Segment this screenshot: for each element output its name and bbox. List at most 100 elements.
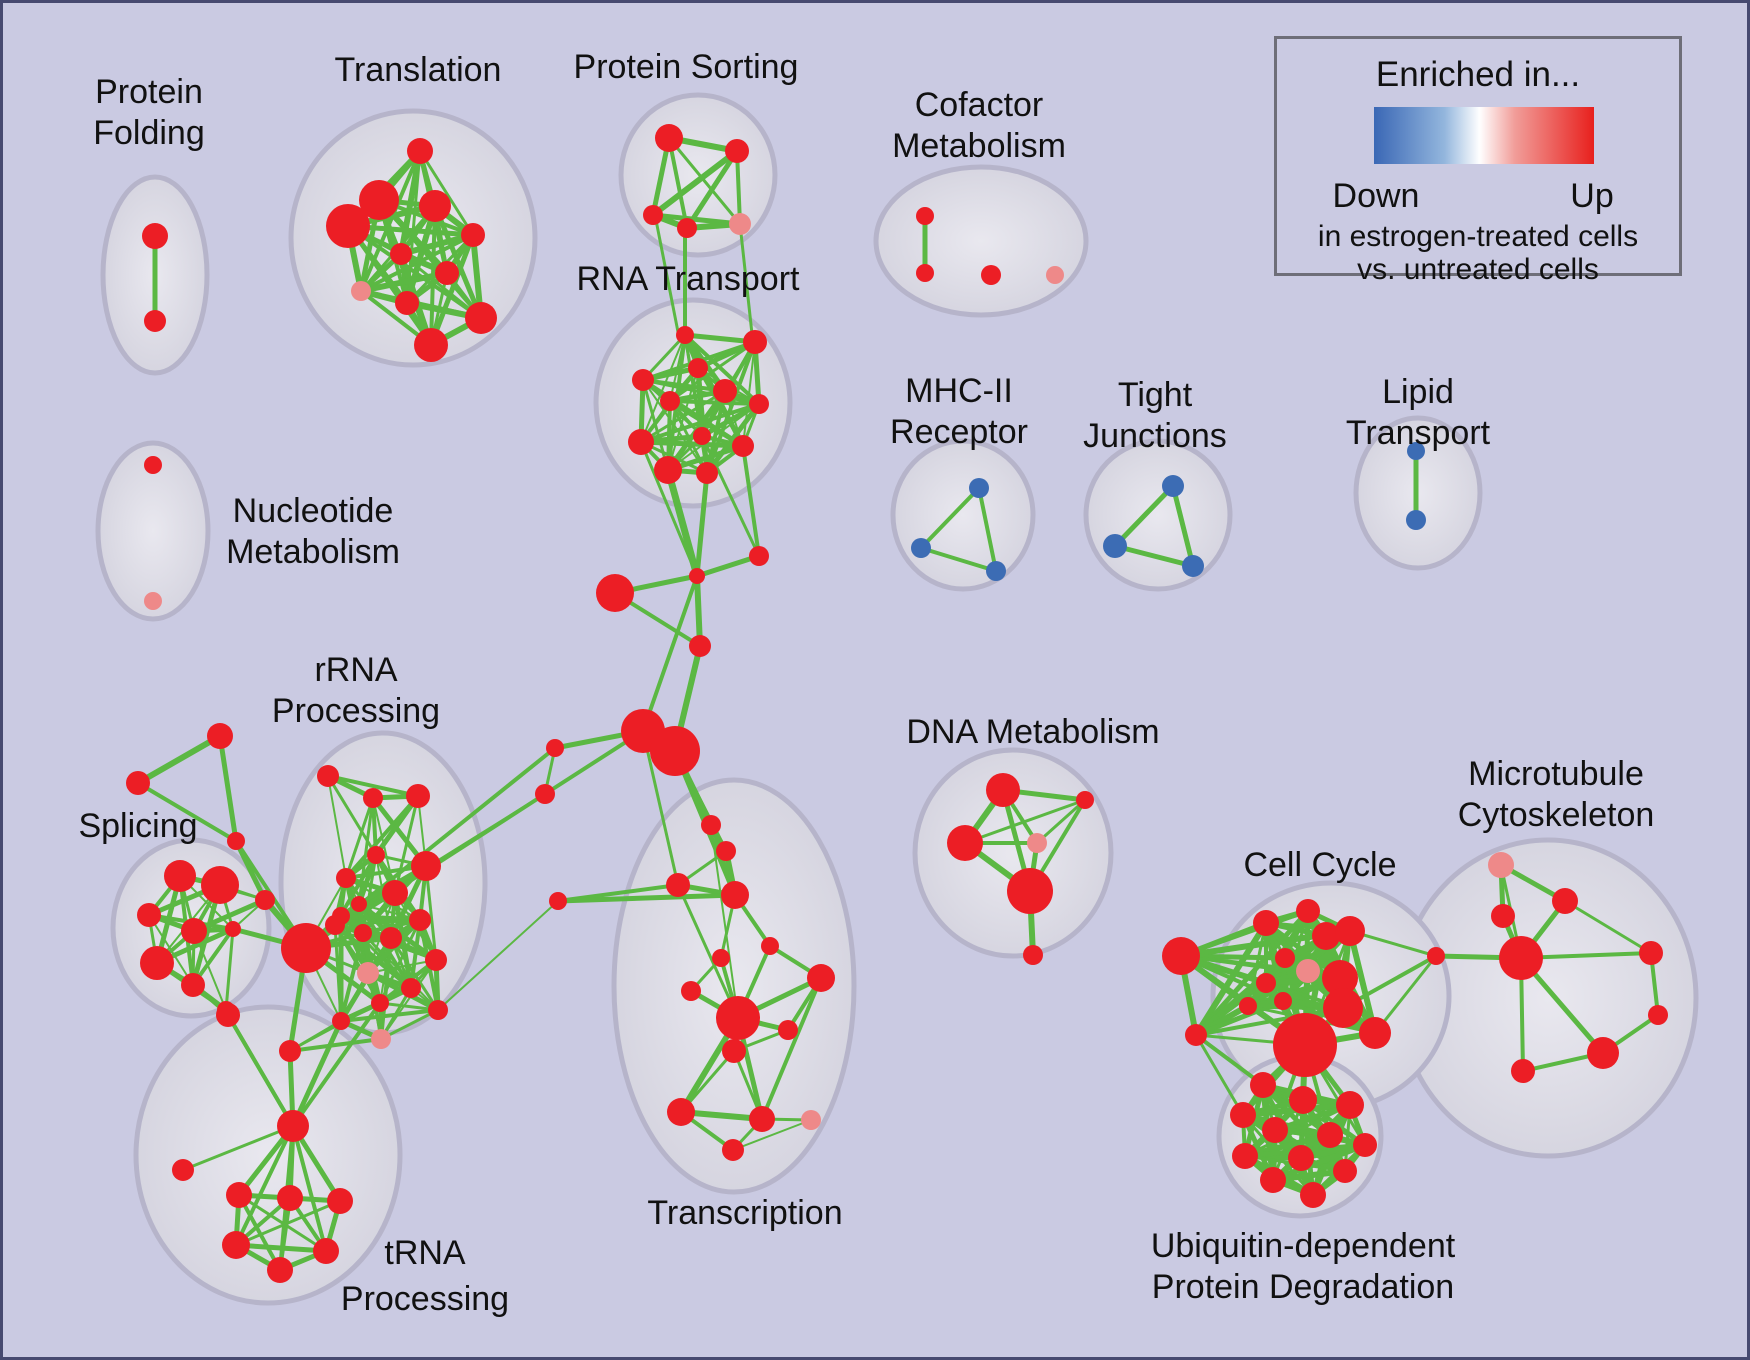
- connectors-node: [227, 832, 245, 850]
- translation-node: [326, 204, 370, 248]
- edge: [358, 270, 450, 294]
- microtubule-cytoskeleton-node: [1587, 1037, 1619, 1069]
- dna-metabolism-ellipse: [912, 747, 1114, 959]
- mhc-ii-receptor-label: MHC-II: [905, 372, 1013, 410]
- translation-node: [419, 190, 451, 222]
- trna-processing-node: [267, 1257, 293, 1283]
- dna-metabolism-node: [1076, 791, 1094, 809]
- tight-junctions-node: [1103, 534, 1127, 558]
- edge: [1194, 1033, 1265, 1087]
- ubiquitin-degradation-node: [1333, 1159, 1357, 1183]
- rrna-processing-node: [380, 927, 402, 949]
- transcription-node: [761, 937, 779, 955]
- rrna-processing-node: [325, 915, 345, 935]
- edge: [977, 486, 998, 573]
- transcription-node: [666, 873, 690, 897]
- edge: [1035, 798, 1087, 845]
- edge: [393, 794, 420, 895]
- cell-cycle-node: [1162, 937, 1200, 975]
- edge: [217, 733, 239, 844]
- dna-metabolism-node: [986, 773, 1020, 807]
- edge: [379, 1008, 440, 1041]
- legend-title: Enriched in...: [1375, 55, 1581, 94]
- protein-sorting-node: [655, 124, 683, 152]
- mhc-ii-receptor-node: [969, 478, 989, 498]
- edge: [237, 1193, 328, 1253]
- transcription-node: [778, 1020, 798, 1040]
- edge: [667, 136, 742, 226]
- edge: [290, 1018, 344, 1129]
- rrna-processing-node: [281, 923, 331, 973]
- edge: [676, 883, 740, 1020]
- edge: [432, 203, 484, 321]
- edge: [136, 781, 238, 843]
- lipid-transport-label: Transport: [1346, 414, 1491, 452]
- transcription-node: [801, 1110, 821, 1130]
- rrna-processing-node: [351, 896, 367, 912]
- rna-transport-node: [732, 435, 754, 457]
- edge: [760, 976, 823, 1121]
- edge: [1193, 920, 1269, 1038]
- cofactor-metabolism-node: [981, 265, 1001, 285]
- edge: [699, 401, 762, 439]
- cofactor-metabolism-node: [1046, 266, 1064, 284]
- ubiquitin-degradation-node: [1230, 1102, 1256, 1128]
- trna-processing-node: [277, 1110, 309, 1142]
- rna-transport-node: [693, 427, 711, 445]
- edge: [668, 340, 757, 403]
- edge: [664, 466, 701, 580]
- edge: [237, 1193, 282, 1272]
- edge: [639, 440, 699, 578]
- edge: [963, 798, 1087, 845]
- cell-cycle-node: [1239, 997, 1257, 1015]
- rna-transport-node: [660, 391, 680, 411]
- edge: [641, 378, 670, 472]
- splicing-node: [181, 973, 205, 997]
- trna-processing-node: [222, 1231, 250, 1259]
- transcription-node: [807, 964, 835, 992]
- microtubule-cytoskeleton-node: [1491, 904, 1515, 928]
- tight-junctions-ellipse: [1083, 438, 1233, 592]
- connectors-node: [689, 635, 711, 657]
- trna-processing-label: Processing: [341, 1280, 509, 1318]
- cell-cycle-node: [1359, 1017, 1391, 1049]
- edge: [344, 796, 375, 880]
- ubiquitin-degradation-node: [1353, 1133, 1377, 1157]
- rna-transport-node: [632, 369, 654, 391]
- ubiquitin-degradation-node: [1336, 1091, 1364, 1119]
- legend-caption-line1: in estrogen-treated cells: [1317, 220, 1639, 253]
- cofactor-metabolism-label: Metabolism: [892, 127, 1066, 165]
- edge: [742, 341, 756, 447]
- microtubule-cytoskeleton-node: [1552, 888, 1578, 914]
- edge: [640, 334, 686, 443]
- transcription-node: [681, 981, 701, 1001]
- rrna-processing-label: rRNA: [314, 651, 397, 689]
- network-canvas: Protein Folding Translation Protein Sorting…: [3, 3, 1747, 1357]
- splicing-label: Splicing: [78, 807, 197, 845]
- rrna-processing-node: [363, 788, 383, 808]
- rna-transport-node: [688, 358, 708, 378]
- tight-junctions-label: Junctions: [1083, 417, 1227, 455]
- edge: [327, 775, 347, 879]
- legend-gradient-bar: [1374, 107, 1594, 164]
- protein-sorting-node: [729, 213, 751, 235]
- edge: [359, 149, 422, 293]
- trna-processing-node: [226, 1182, 252, 1208]
- cofactor-metabolism-node: [916, 207, 934, 225]
- edge: [135, 733, 223, 786]
- edge: [555, 892, 738, 904]
- cofactor-metabolism-label: Cofactor: [915, 86, 1044, 124]
- ubiquitin-degradation-node: [1300, 1182, 1326, 1208]
- edge: [650, 148, 740, 218]
- translation-node: [407, 138, 433, 164]
- edge: [639, 389, 727, 444]
- translation-node: [461, 223, 485, 247]
- edge: [667, 136, 689, 230]
- ubiquitin-degradation-node: [1250, 1072, 1276, 1098]
- lipid-transport-node: [1406, 510, 1426, 530]
- cell-cycle-label: Cell Cycle: [1243, 846, 1396, 884]
- rrna-processing-node: [371, 994, 389, 1012]
- microtubule-cytoskeleton-node: [1648, 1005, 1668, 1025]
- cell-cycle-node: [1335, 916, 1365, 946]
